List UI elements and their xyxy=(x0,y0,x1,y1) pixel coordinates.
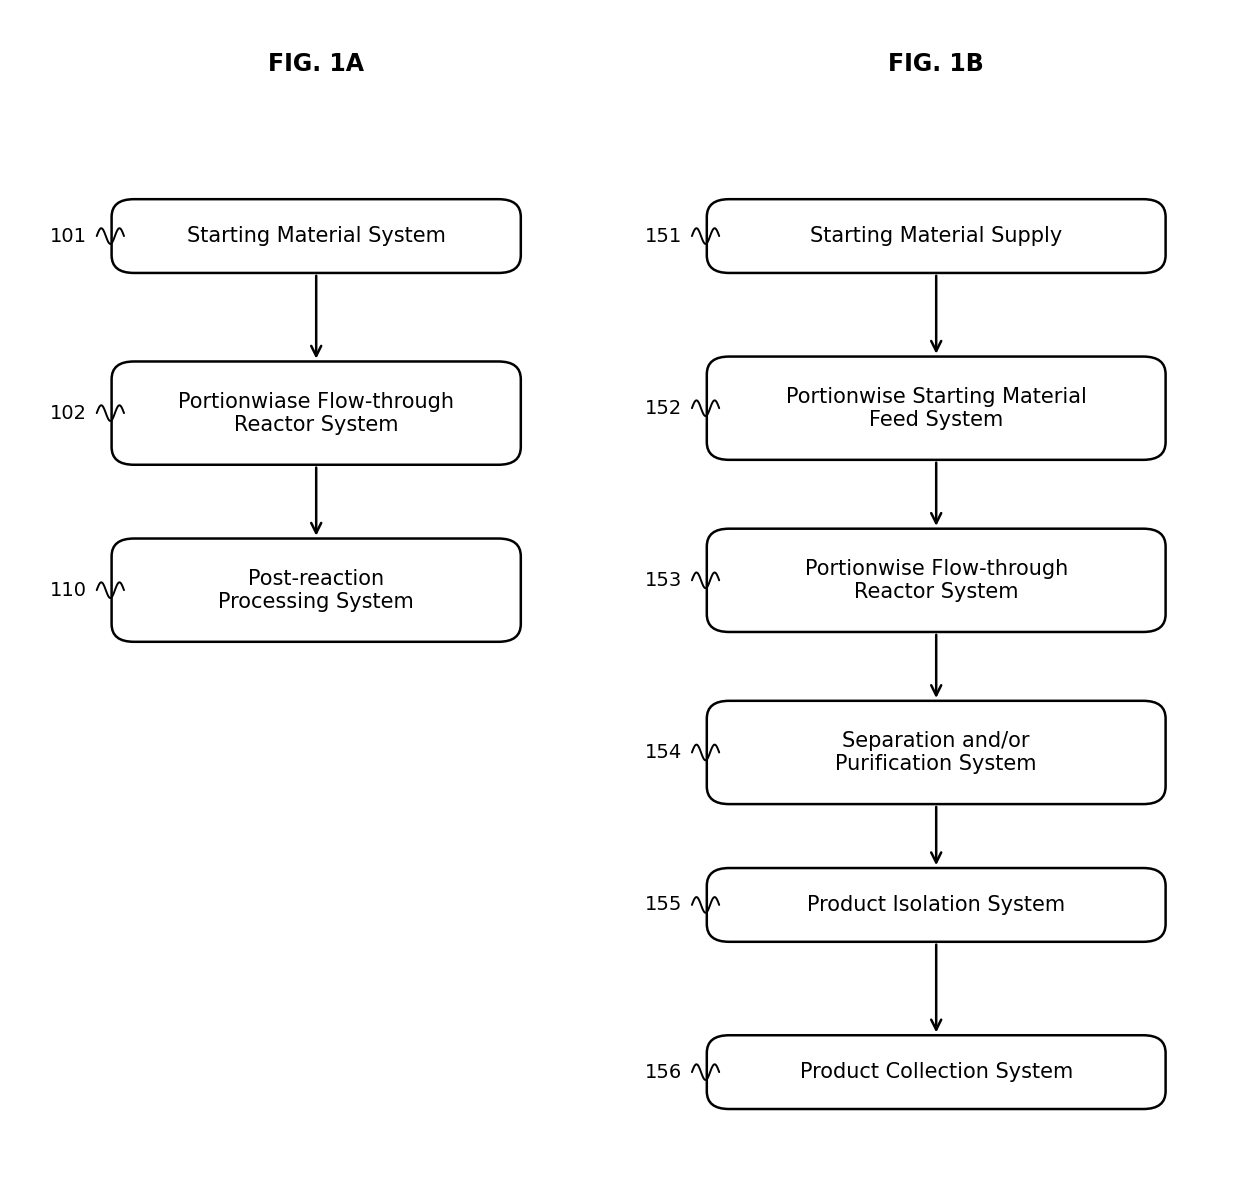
Text: 102: 102 xyxy=(50,403,87,422)
Text: Portionwise Starting Material
Feed System: Portionwise Starting Material Feed Syste… xyxy=(786,386,1086,430)
Text: 152: 152 xyxy=(645,398,682,418)
FancyBboxPatch shape xyxy=(707,529,1166,632)
Text: 156: 156 xyxy=(645,1063,682,1081)
Text: 101: 101 xyxy=(50,227,87,246)
Text: Product Isolation System: Product Isolation System xyxy=(807,895,1065,914)
Text: FIG. 1B: FIG. 1B xyxy=(888,52,985,76)
FancyBboxPatch shape xyxy=(112,539,521,642)
Text: Separation and/or
Purification System: Separation and/or Purification System xyxy=(836,731,1037,774)
Text: Portionwiase Flow-through
Reactor System: Portionwiase Flow-through Reactor System xyxy=(179,391,454,434)
FancyBboxPatch shape xyxy=(707,1036,1166,1109)
Text: 110: 110 xyxy=(50,581,87,600)
FancyBboxPatch shape xyxy=(707,701,1166,804)
Text: 154: 154 xyxy=(645,743,682,762)
Text: 151: 151 xyxy=(645,227,682,246)
Text: 155: 155 xyxy=(645,895,682,914)
FancyBboxPatch shape xyxy=(112,199,521,272)
FancyBboxPatch shape xyxy=(707,356,1166,460)
Text: 153: 153 xyxy=(645,571,682,590)
Text: Starting Material Supply: Starting Material Supply xyxy=(810,226,1063,246)
Text: Starting Material System: Starting Material System xyxy=(187,226,445,246)
Text: Product Collection System: Product Collection System xyxy=(800,1062,1073,1082)
FancyBboxPatch shape xyxy=(707,868,1166,942)
FancyBboxPatch shape xyxy=(707,199,1166,272)
Text: FIG. 1A: FIG. 1A xyxy=(268,52,365,76)
FancyBboxPatch shape xyxy=(112,361,521,464)
Text: Portionwise Flow-through
Reactor System: Portionwise Flow-through Reactor System xyxy=(805,559,1068,602)
Text: Post-reaction
Processing System: Post-reaction Processing System xyxy=(218,569,414,612)
